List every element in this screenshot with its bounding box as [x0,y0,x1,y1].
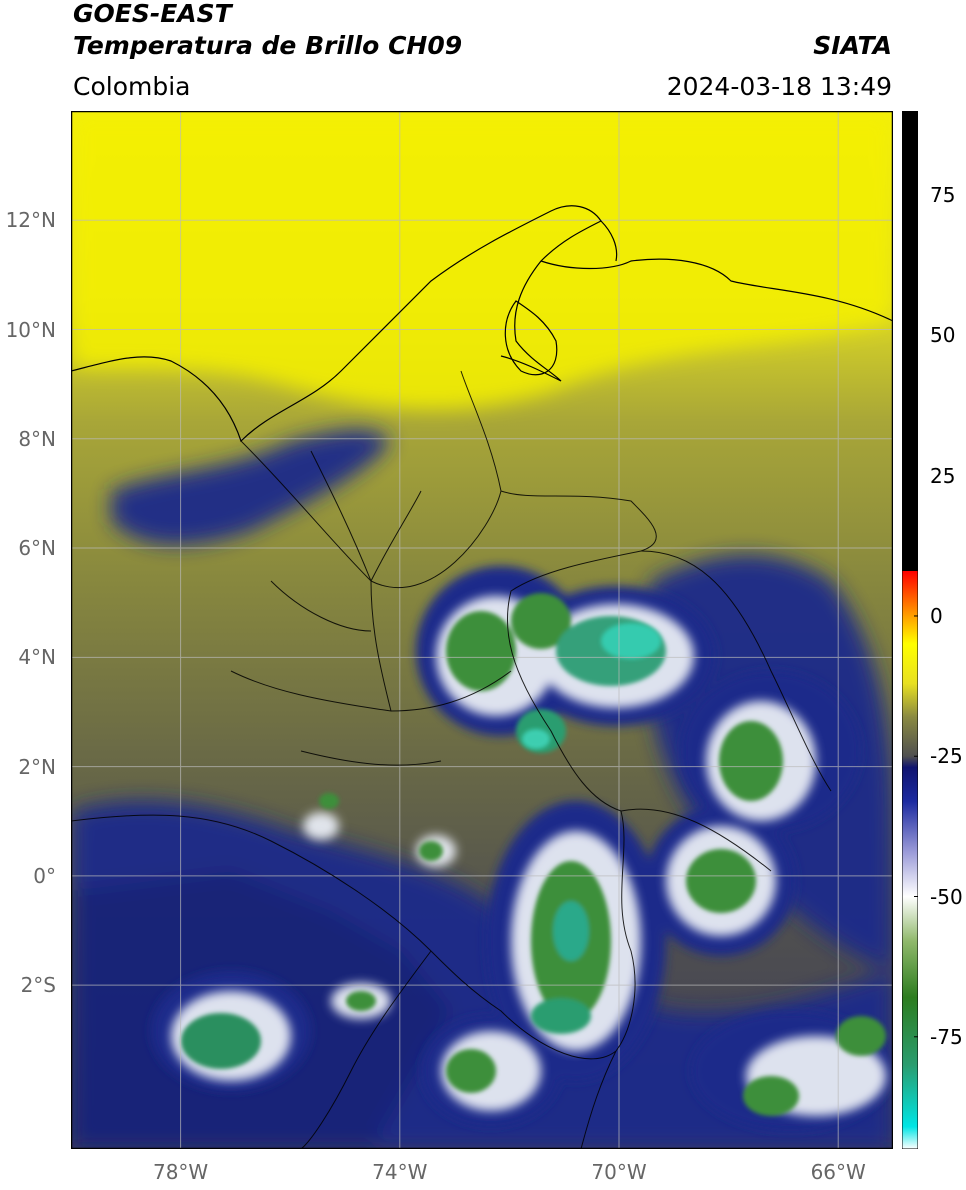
colorbar [902,111,918,1149]
lat-tick-label: 0° [33,863,56,888]
colorbar-tick-label: -75 [930,1024,963,1049]
region-label: Colombia [73,72,191,101]
timestamp-label: 2024-03-18 13:49 [666,72,892,101]
lon-tick-label: 74°W [372,1160,428,1184]
satellite-map [71,111,893,1149]
title-line-2: Temperatura de Brillo CH09 [73,31,463,60]
lat-tick-label: 12°N [5,208,56,233]
political-borders [71,370,832,1149]
map-frame [71,111,893,1149]
colorbar-tick-label: -25 [930,744,963,769]
colorbar-tick-label: 0 [930,603,943,628]
title-line-1: GOES-EAST [73,0,232,28]
colorbar-tick-label: 25 [930,463,956,488]
colorbar-tick-label: 75 [930,183,956,208]
colorbar-fill [902,111,918,1149]
lon-tick-label: 66°W [810,1160,866,1184]
lon-tick-label: 70°W [591,1160,647,1184]
graticule [71,111,893,1149]
coastlines [71,205,893,443]
lon-tick-label: 78°W [152,1160,209,1184]
lat-tick-label: 10°N [5,317,56,342]
colorbar-tick-label: -50 [930,884,963,909]
convective-cells [151,566,891,1131]
lat-tick-label: 4°N [18,645,56,670]
lat-tick-label: 2°S [20,973,56,998]
colorbar-tick-label: 50 [930,323,956,348]
agency-label: SIATA [813,31,892,60]
lat-tick-label: 2°N [18,754,56,779]
lat-tick-label: 6°N [18,536,56,561]
lat-tick-label: 8°N [18,426,56,451]
